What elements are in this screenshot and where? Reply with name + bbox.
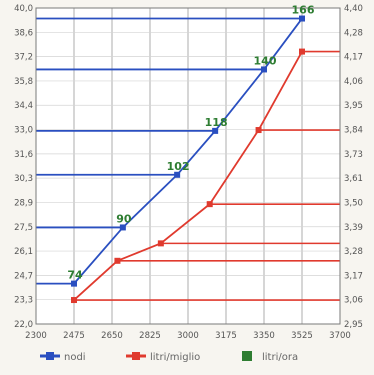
legend-label: litri/miglio <box>150 352 200 363</box>
y-left-tick-label: 22,0 <box>14 320 33 330</box>
data-labels: 74 90 102 118 140 166 <box>67 4 314 282</box>
y-right-tick-label: 3,17 <box>344 271 363 281</box>
data-point-litri-miglio <box>114 257 121 264</box>
data-point-litri-miglio <box>71 297 77 304</box>
legend-marker <box>132 352 140 360</box>
x-tick-label: 3700 <box>329 331 351 341</box>
x-tick-label: 3175 <box>215 331 237 341</box>
y-right-tick-label: 3,39 <box>344 223 363 233</box>
legend: nodi litri/miglio litri/ora <box>40 351 298 363</box>
y-left-tick-label: 34,4 <box>14 101 33 111</box>
reference-lines <box>36 17 340 301</box>
y-right-tick-label: 3,73 <box>344 150 363 160</box>
plot-frame <box>35 7 341 325</box>
x-tick-label: 2825 <box>139 331 161 341</box>
y-left-tick-label: 28,9 <box>14 198 33 208</box>
data-point-nodi <box>212 127 219 134</box>
y-left-tick-label: 35,8 <box>14 77 33 87</box>
x-tick-label: 2300 <box>25 331 47 341</box>
y-right-tick-label: 3,50 <box>344 198 363 208</box>
series-lines <box>71 15 305 304</box>
x-tick-label: 2475 <box>63 331 85 341</box>
y-right-tick-label: 3,06 <box>344 296 363 306</box>
data-point-litri-miglio <box>255 127 262 134</box>
legend-marker <box>46 352 54 360</box>
data-label: 166 <box>292 4 315 17</box>
y-left-tick-label: 27,5 <box>14 223 33 233</box>
data-label: 140 <box>254 54 277 67</box>
data-label: 74 <box>67 269 83 282</box>
y-right-tick-label: 3,95 <box>344 101 363 111</box>
y-right-tick-label: 4,28 <box>344 28 363 38</box>
y-right-tick-label: 4,40 <box>344 4 363 14</box>
y-right-tick-label: 3,28 <box>344 247 363 257</box>
y-right-tick-label: 3,61 <box>344 174 363 184</box>
x-tick-label: 3350 <box>253 331 275 341</box>
legend-label: nodi <box>64 352 86 363</box>
data-point-nodi <box>71 280 77 287</box>
series-line-litri-miglio <box>73 51 303 301</box>
data-point-nodi <box>119 224 126 231</box>
y-right-tick-label: 4,17 <box>344 53 363 63</box>
data-point-nodi <box>299 15 305 22</box>
y-left-tick-label: 23,3 <box>14 296 33 306</box>
y-left-tick-label: 37,2 <box>14 53 33 63</box>
data-label: 90 <box>116 212 132 225</box>
y-left-tick-label: 31,6 <box>14 150 33 160</box>
data-point-litri-miglio <box>206 201 213 208</box>
data-point-nodi <box>174 171 181 178</box>
x-tick-label: 2650 <box>101 331 123 341</box>
data-point-litri-miglio <box>299 48 305 55</box>
series-line-nodi <box>73 17 303 285</box>
y-left-tick-label: 38,6 <box>14 28 33 38</box>
legend-label: litri/ora <box>262 352 298 363</box>
legend-marker <box>242 351 252 361</box>
y-left-tick-label: 24,7 <box>14 271 33 281</box>
data-point-nodi <box>261 66 267 73</box>
y-right-tick-label: 3,84 <box>344 126 363 136</box>
axes: 2300 2475 2650 2825 3000 3175 3350 3525 3700 40,0… <box>14 4 363 341</box>
y-left-tick-label: 33,0 <box>14 126 33 136</box>
y-left-tick-label: 26,1 <box>14 247 33 257</box>
y-left-tick-label: 40,0 <box>14 4 33 14</box>
y-left-tick-label: 30,3 <box>14 174 33 184</box>
data-label: 102 <box>167 160 190 173</box>
y-right-tick-label: 4,06 <box>344 77 363 87</box>
data-label: 118 <box>205 116 228 129</box>
data-point-litri-miglio <box>157 240 164 247</box>
x-tick-label: 3000 <box>177 331 199 341</box>
y-right-tick-label: 2,95 <box>344 320 363 330</box>
x-tick-label: 3525 <box>291 331 313 341</box>
